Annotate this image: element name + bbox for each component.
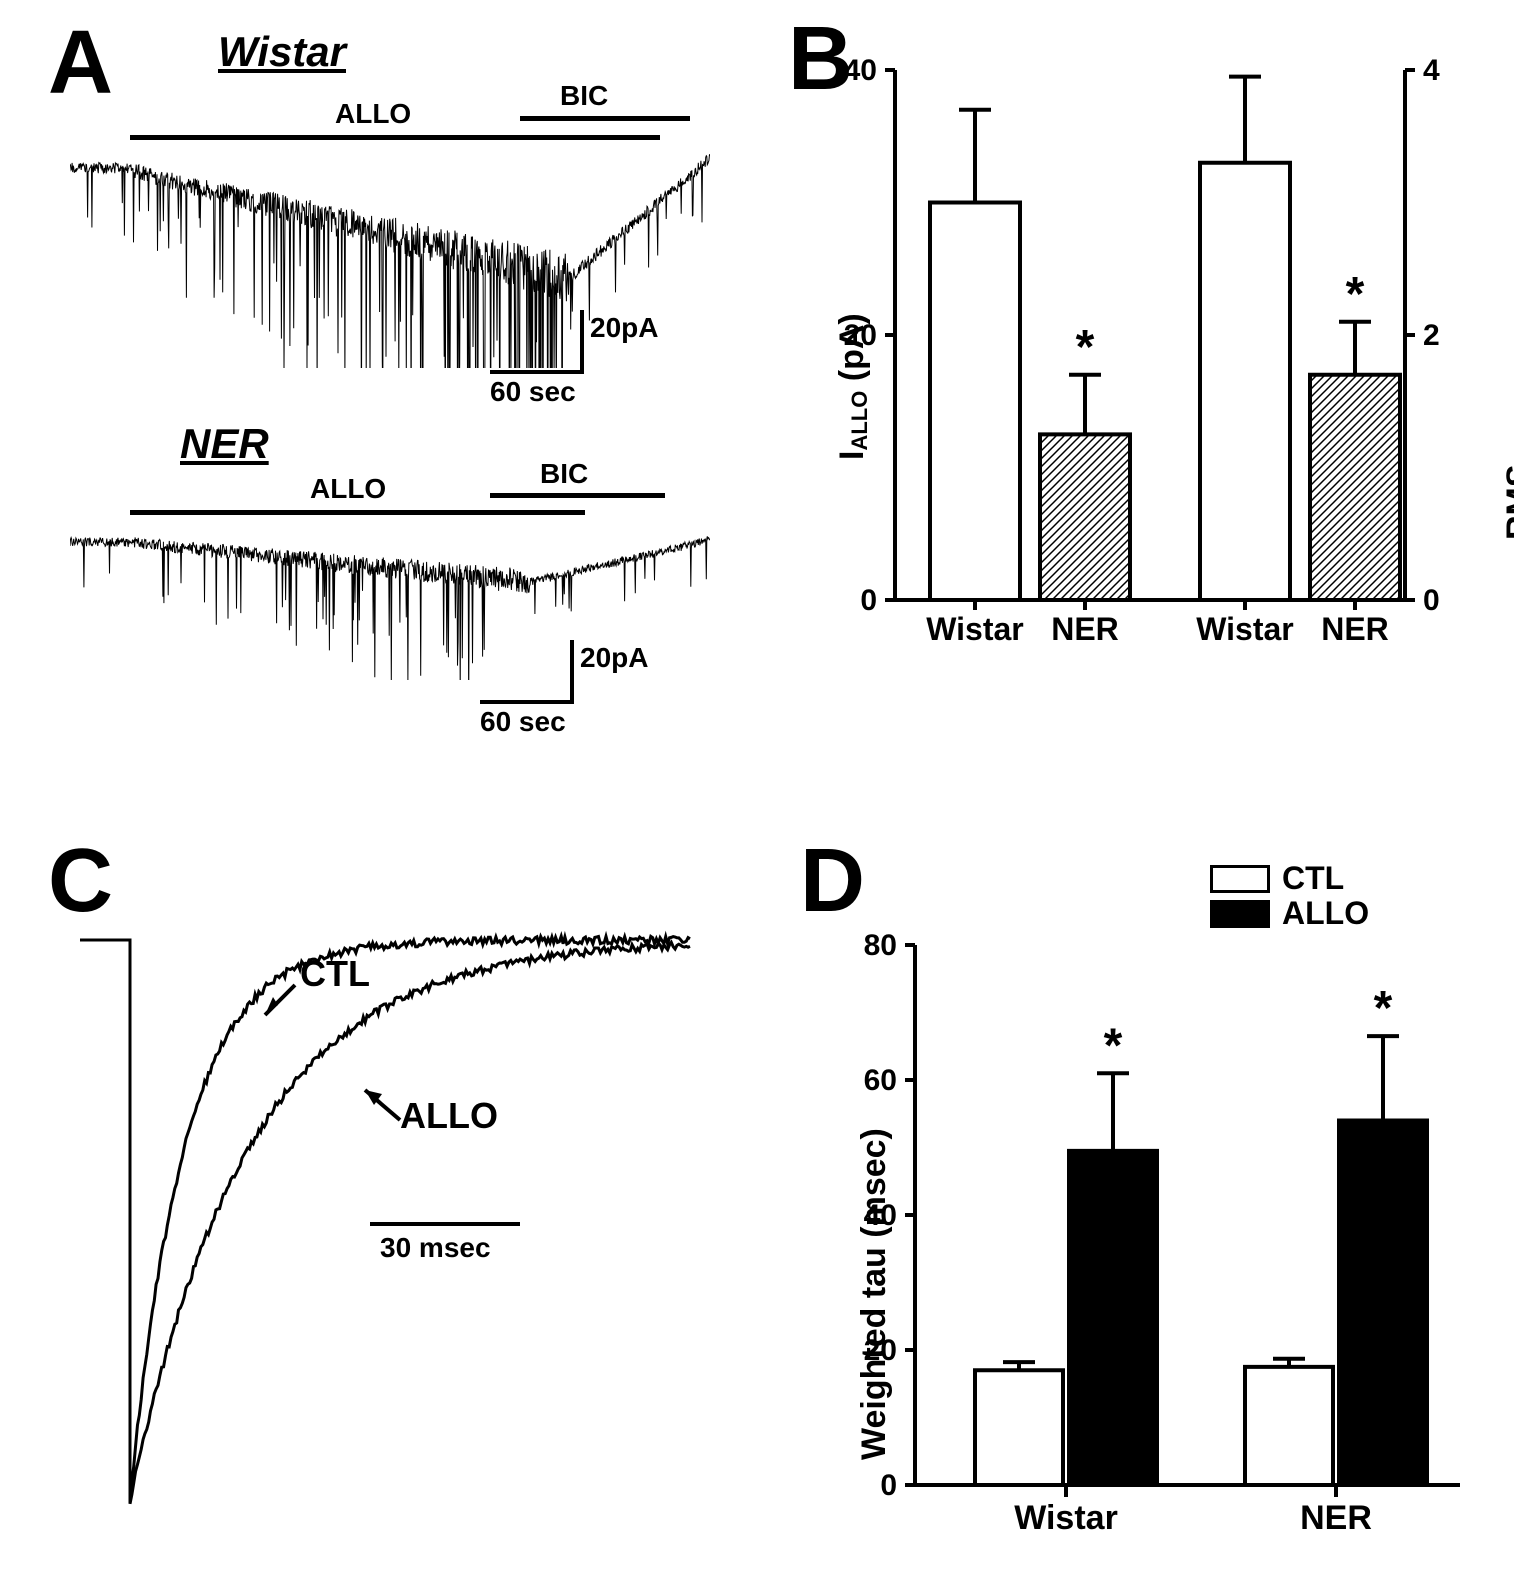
panel-c-ctl-label: CTL [300,953,370,995]
ner-scale-v [570,640,574,700]
svg-text:*: * [1076,321,1095,374]
panel-a-ner-title: NER [180,420,269,468]
svg-text:NER: NER [1300,1499,1372,1537]
wistar-allo-label: ALLO [335,98,411,130]
wistar-scale-v [580,310,584,370]
svg-text:*: * [1374,982,1393,1035]
panel-a-label: A [48,12,113,115]
wistar-bic-bar [520,116,690,121]
svg-text:NER: NER [1321,611,1389,647]
panel-c-allo-label: ALLO [400,1095,498,1137]
svg-text:Wistar: Wistar [926,611,1024,647]
svg-text:40: 40 [844,54,877,87]
panel-c-scale-x: 30 msec [380,1232,491,1264]
wistar-scale-y: 20pA [590,312,658,344]
svg-text:4: 4 [1423,54,1440,87]
svg-text:*: * [1346,268,1365,321]
ner-scale-x: 60 sec [480,706,566,738]
svg-text:Wistar: Wistar [1196,611,1294,647]
svg-text:*: * [1104,1019,1123,1072]
svg-text:80: 80 [864,929,897,962]
wistar-scale-x: 60 sec [490,376,576,408]
svg-text:2: 2 [1423,319,1440,352]
svg-text:Wistar: Wistar [1014,1499,1118,1537]
ner-scale-y: 20pA [580,642,648,674]
svg-text:60: 60 [864,1064,897,1097]
ner-scale-h [480,700,574,704]
svg-text:0: 0 [860,584,877,617]
ner-bic-label: BIC [540,458,588,490]
wistar-allo-bar [130,135,660,140]
panel-b-ylabel-left: IALLO (pA) [833,313,873,460]
wistar-scale-h [490,370,584,374]
panel-d-ylabel: Weighted tau (msec) [855,1128,894,1460]
panel-b-chart: 02040024WistarNER*WistarNER* [820,40,1460,680]
svg-text:NER: NER [1051,611,1119,647]
svg-text:0: 0 [1423,584,1440,617]
ner-allo-label: ALLO [310,473,386,505]
ner-allo-bar [130,510,585,515]
panel-d-chart: 020406080*Wistar*NER [830,885,1490,1545]
panel-a-wistar-title: Wistar [218,28,346,76]
panel-c-scale-h [370,1222,520,1226]
svg-text:0: 0 [880,1469,897,1502]
panel-b-ylabel-right: RMS change (pA) [1500,421,1514,540]
wistar-bic-label: BIC [560,80,608,112]
ner-bic-bar [490,493,665,498]
